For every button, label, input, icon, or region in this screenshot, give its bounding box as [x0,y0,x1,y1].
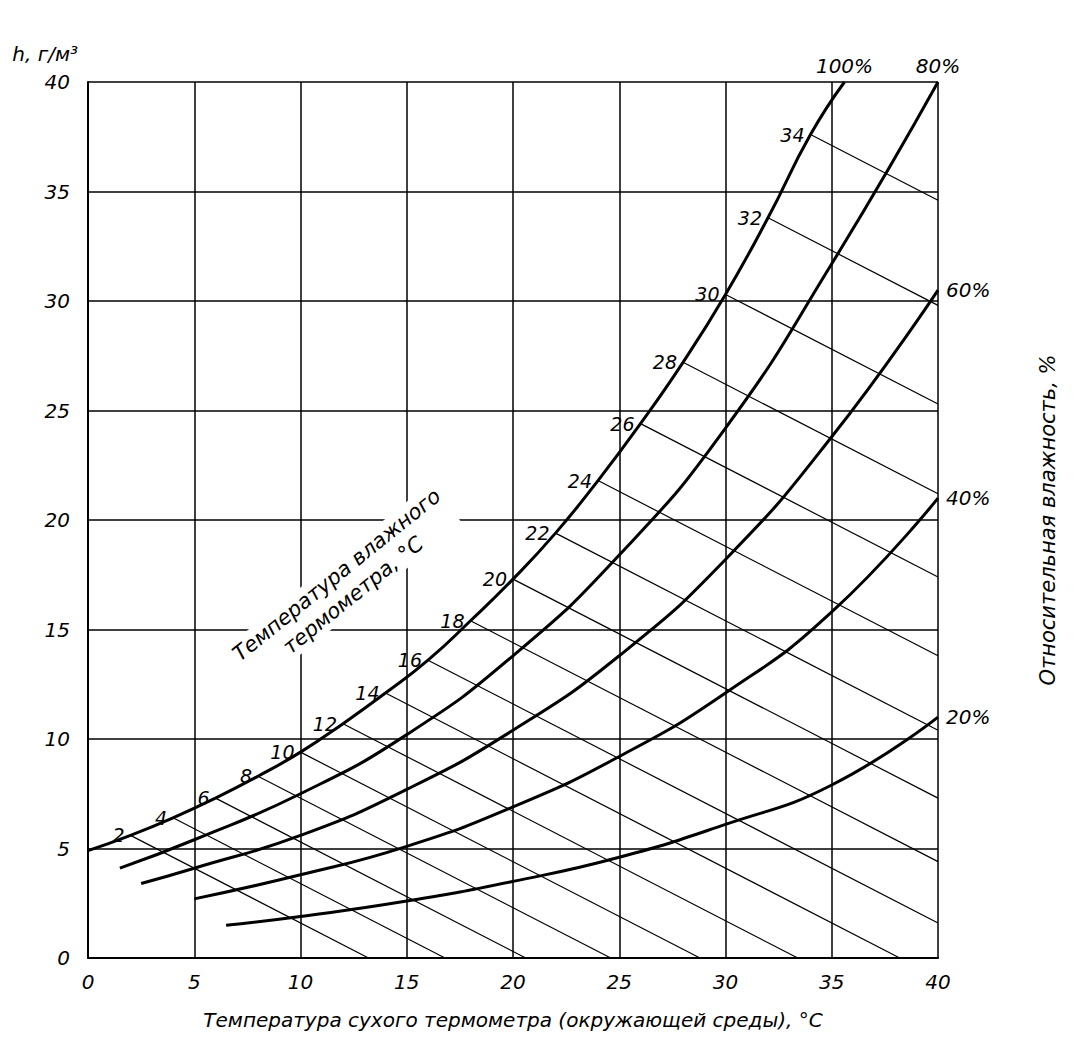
svg-text:30: 30 [713,970,738,994]
svg-text:10: 10 [288,970,313,994]
svg-text:25: 25 [45,399,70,423]
svg-text:термометра, °C: термометра, °C [278,531,428,659]
svg-text:35: 35 [45,180,70,204]
svg-text:28: 28 [653,351,677,373]
svg-text:40: 40 [925,970,950,994]
svg-text:4: 4 [154,806,167,829]
svg-text:22: 22 [525,522,549,544]
svg-text:20: 20 [500,970,525,994]
svg-text:16: 16 [397,649,422,672]
svg-text:30: 30 [45,289,70,313]
svg-text:12: 12 [312,712,337,735]
svg-text:26: 26 [610,413,634,435]
svg-text:25: 25 [607,970,632,994]
svg-text:2: 2 [112,824,125,847]
svg-text:40%: 40% [946,486,990,510]
svg-text:10: 10 [270,741,294,763]
svg-text:32: 32 [738,207,762,229]
svg-text:20: 20 [45,508,70,532]
svg-text:0: 0 [82,970,95,994]
svg-text:Температура влажного: Температура влажного [228,484,445,666]
svg-text:18: 18 [440,609,465,632]
svg-text:8: 8 [239,765,252,788]
svg-text:0: 0 [57,946,70,970]
svg-text:40: 40 [45,70,70,94]
svg-text:Относительная влажность, %: Относительная влажность, % [1036,354,1060,685]
svg-text:35: 35 [819,970,844,994]
svg-text:5: 5 [57,837,70,861]
svg-text:14: 14 [355,682,380,704]
svg-text:80%: 80% [916,54,960,78]
svg-text:5: 5 [188,970,201,994]
svg-text:h, г/м³: h, г/м³ [12,42,78,66]
svg-text:15: 15 [45,618,70,642]
svg-text:20: 20 [482,568,507,591]
svg-text:60%: 60% [946,278,990,302]
svg-text:34: 34 [780,124,804,146]
svg-text:6: 6 [197,787,210,810]
svg-text:30: 30 [695,283,719,305]
svg-text:10: 10 [45,727,70,751]
svg-text:100%: 100% [816,54,873,78]
svg-text:Температура сухого термометра: Температура сухого термометра (окружающе… [203,1008,822,1032]
svg-text:15: 15 [394,970,419,994]
svg-text:20%: 20% [946,705,990,729]
svg-text:24: 24 [568,470,592,492]
